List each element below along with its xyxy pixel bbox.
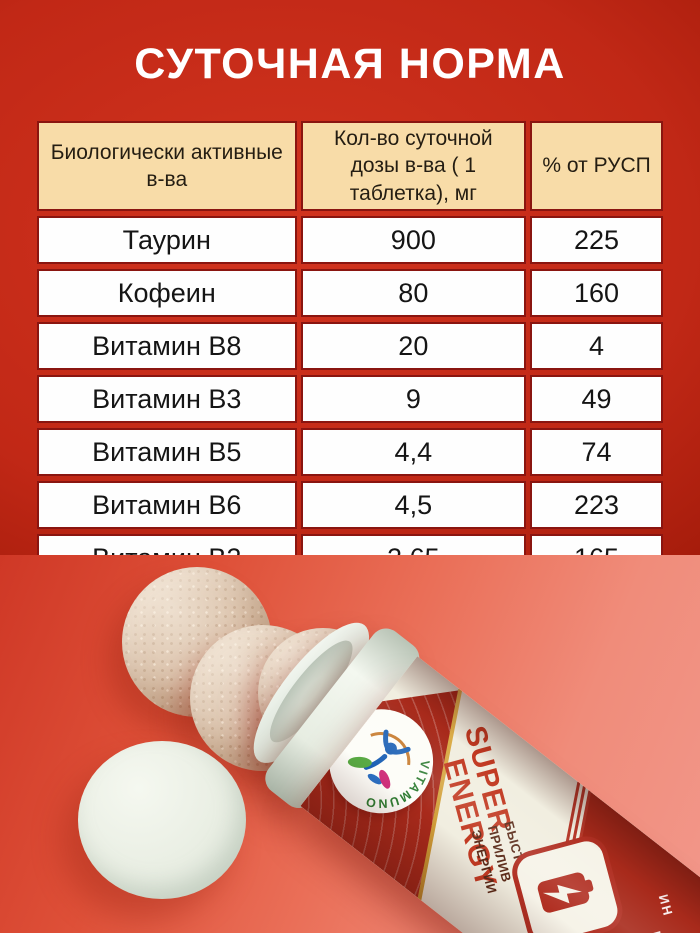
logo-petal-blue [367,773,382,785]
product-tube: VITAMUNO SUPER ENERGY БЫСТРЫЙ ПРИЛИВ ЭНЕ… [228,600,700,933]
logo-person-arms [383,729,411,755]
logo-arc [370,732,411,766]
header-substance: Биологически активные в-ва [37,121,297,211]
battery-icon [537,872,594,913]
substance-cell: Витамин В6 [37,480,297,529]
dose-cell: 80 [300,268,527,317]
white-tablet [78,741,246,899]
table-row: Витамин В3 9 49 [37,374,663,423]
substance-cell: Витамин В8 [37,321,297,370]
logo-leaf [347,756,372,768]
table-row: Витамин В5 4,4 74 [37,427,663,476]
rusp-cell: 4 [530,321,663,370]
table-row: Витамин В6 4,5 223 [37,480,663,529]
rusp-cell: 49 [530,374,663,423]
dose-cell: 4,5 [300,480,527,529]
dose-cell: 4,4 [300,427,527,476]
page-title: СУТОЧНАЯ НОРМА [134,40,566,88]
header-dose: Кол-во суточной дозы в-ва ( 1 таблетка),… [300,121,527,211]
table-row: Витамин В8 20 4 [37,321,663,370]
tube-label: VITAMUNO SUPER ENERGY БЫСТРЫЙ ПРИЛИВ ЭНЕ… [300,656,700,933]
dose-cell: 20 [300,321,527,370]
product-photo: VITAMUNO SUPER ENERGY БЫСТРЫЙ ПРИЛИВ ЭНЕ… [0,555,700,933]
table-row: Кофеин 80 160 [37,268,663,317]
substance-cell: Кофеин [37,268,297,317]
dose-cell: 9 [300,374,527,423]
header-rusp: % от РУСП [530,121,663,211]
logo-petal-pink [379,769,391,789]
table-header-row: Биологически активные в-ва Кол-во суточн… [37,121,663,211]
table-row: Таурин 900 225 [37,215,663,264]
rusp-cell: 223 [530,480,663,529]
energy-badge [507,831,628,933]
substance-cell: Витамин В5 [37,427,297,476]
dose-cell: 900 [300,215,527,264]
rusp-cell: 160 [530,268,663,317]
substance-cell: Таурин [37,215,297,264]
rusp-cell: 225 [530,215,663,264]
rusp-cell: 74 [530,427,663,476]
substance-cell: Витамин В3 [37,374,297,423]
